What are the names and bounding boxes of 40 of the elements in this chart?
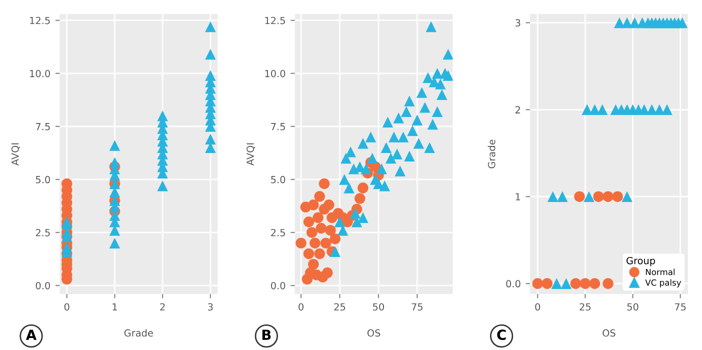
y-axis-title: Grade [488, 140, 496, 168]
legend-label: Normal [646, 268, 675, 276]
text: C [497, 330, 506, 340]
x-tick-label: 0 [298, 303, 304, 311]
legend-title: Group [626, 256, 656, 266]
y-tick-label: 7.5 [271, 123, 285, 130]
y-tick-label: 2 [516, 106, 520, 114]
x-tick-label: 0 [64, 303, 70, 311]
y-tick-label: 0.0 [36, 282, 50, 290]
y-tick-label: 7.5 [36, 123, 50, 130]
y-tick-label: 2.5 [271, 228, 285, 236]
x-axis-title: OS [367, 329, 380, 337]
x-tick-label: 25 [580, 303, 591, 311]
legend-label: VC palsy [645, 279, 682, 288]
y-tick-label: 5.0 [271, 176, 286, 184]
x-tick-label: 3 [208, 303, 213, 311]
x-tick-label: 75 [412, 303, 423, 311]
y-tick-label: 12.5 [30, 16, 50, 24]
y-tick-label: 10.0 [30, 70, 50, 78]
x-tick-label: 0 [535, 303, 540, 311]
x-tick-label: 2 [160, 303, 165, 310]
y-axis-title: AVQI [11, 143, 20, 166]
y-tick-label: 2.5 [36, 228, 50, 236]
x-tick-label: 75 [674, 303, 686, 311]
x-tick-label: 50 [373, 303, 384, 311]
y-tick-label: 3 [516, 19, 520, 27]
x-tick-label: 50 [627, 303, 638, 311]
text: B [262, 330, 271, 340]
y-tick-label: 12.5 [265, 16, 285, 24]
x-tick-label: 25 [334, 303, 346, 311]
y-tick-label: 1 [516, 193, 520, 200]
text: A [26, 330, 37, 340]
y-tick-label: 0.0 [506, 280, 520, 288]
y-tick-label: 10.0 [265, 70, 286, 78]
x-axis-title: OS [602, 329, 616, 337]
y-tick-label: 5.0 [36, 176, 50, 184]
x-tick-label: 1 [112, 303, 117, 310]
y-axis-title: AVQI [246, 143, 256, 166]
y-tick-label: 0.0 [270, 282, 286, 290]
x-axis-title: Grade [124, 329, 153, 337]
